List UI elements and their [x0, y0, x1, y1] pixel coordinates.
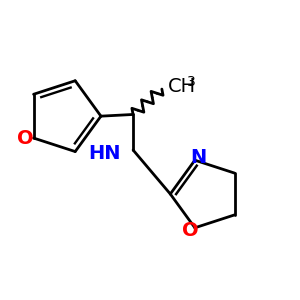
Text: 3: 3 [187, 75, 195, 89]
Text: N: N [190, 148, 206, 167]
Text: HN: HN [89, 144, 121, 163]
Text: O: O [17, 128, 33, 148]
Text: CH: CH [168, 77, 196, 96]
Text: O: O [182, 221, 199, 240]
